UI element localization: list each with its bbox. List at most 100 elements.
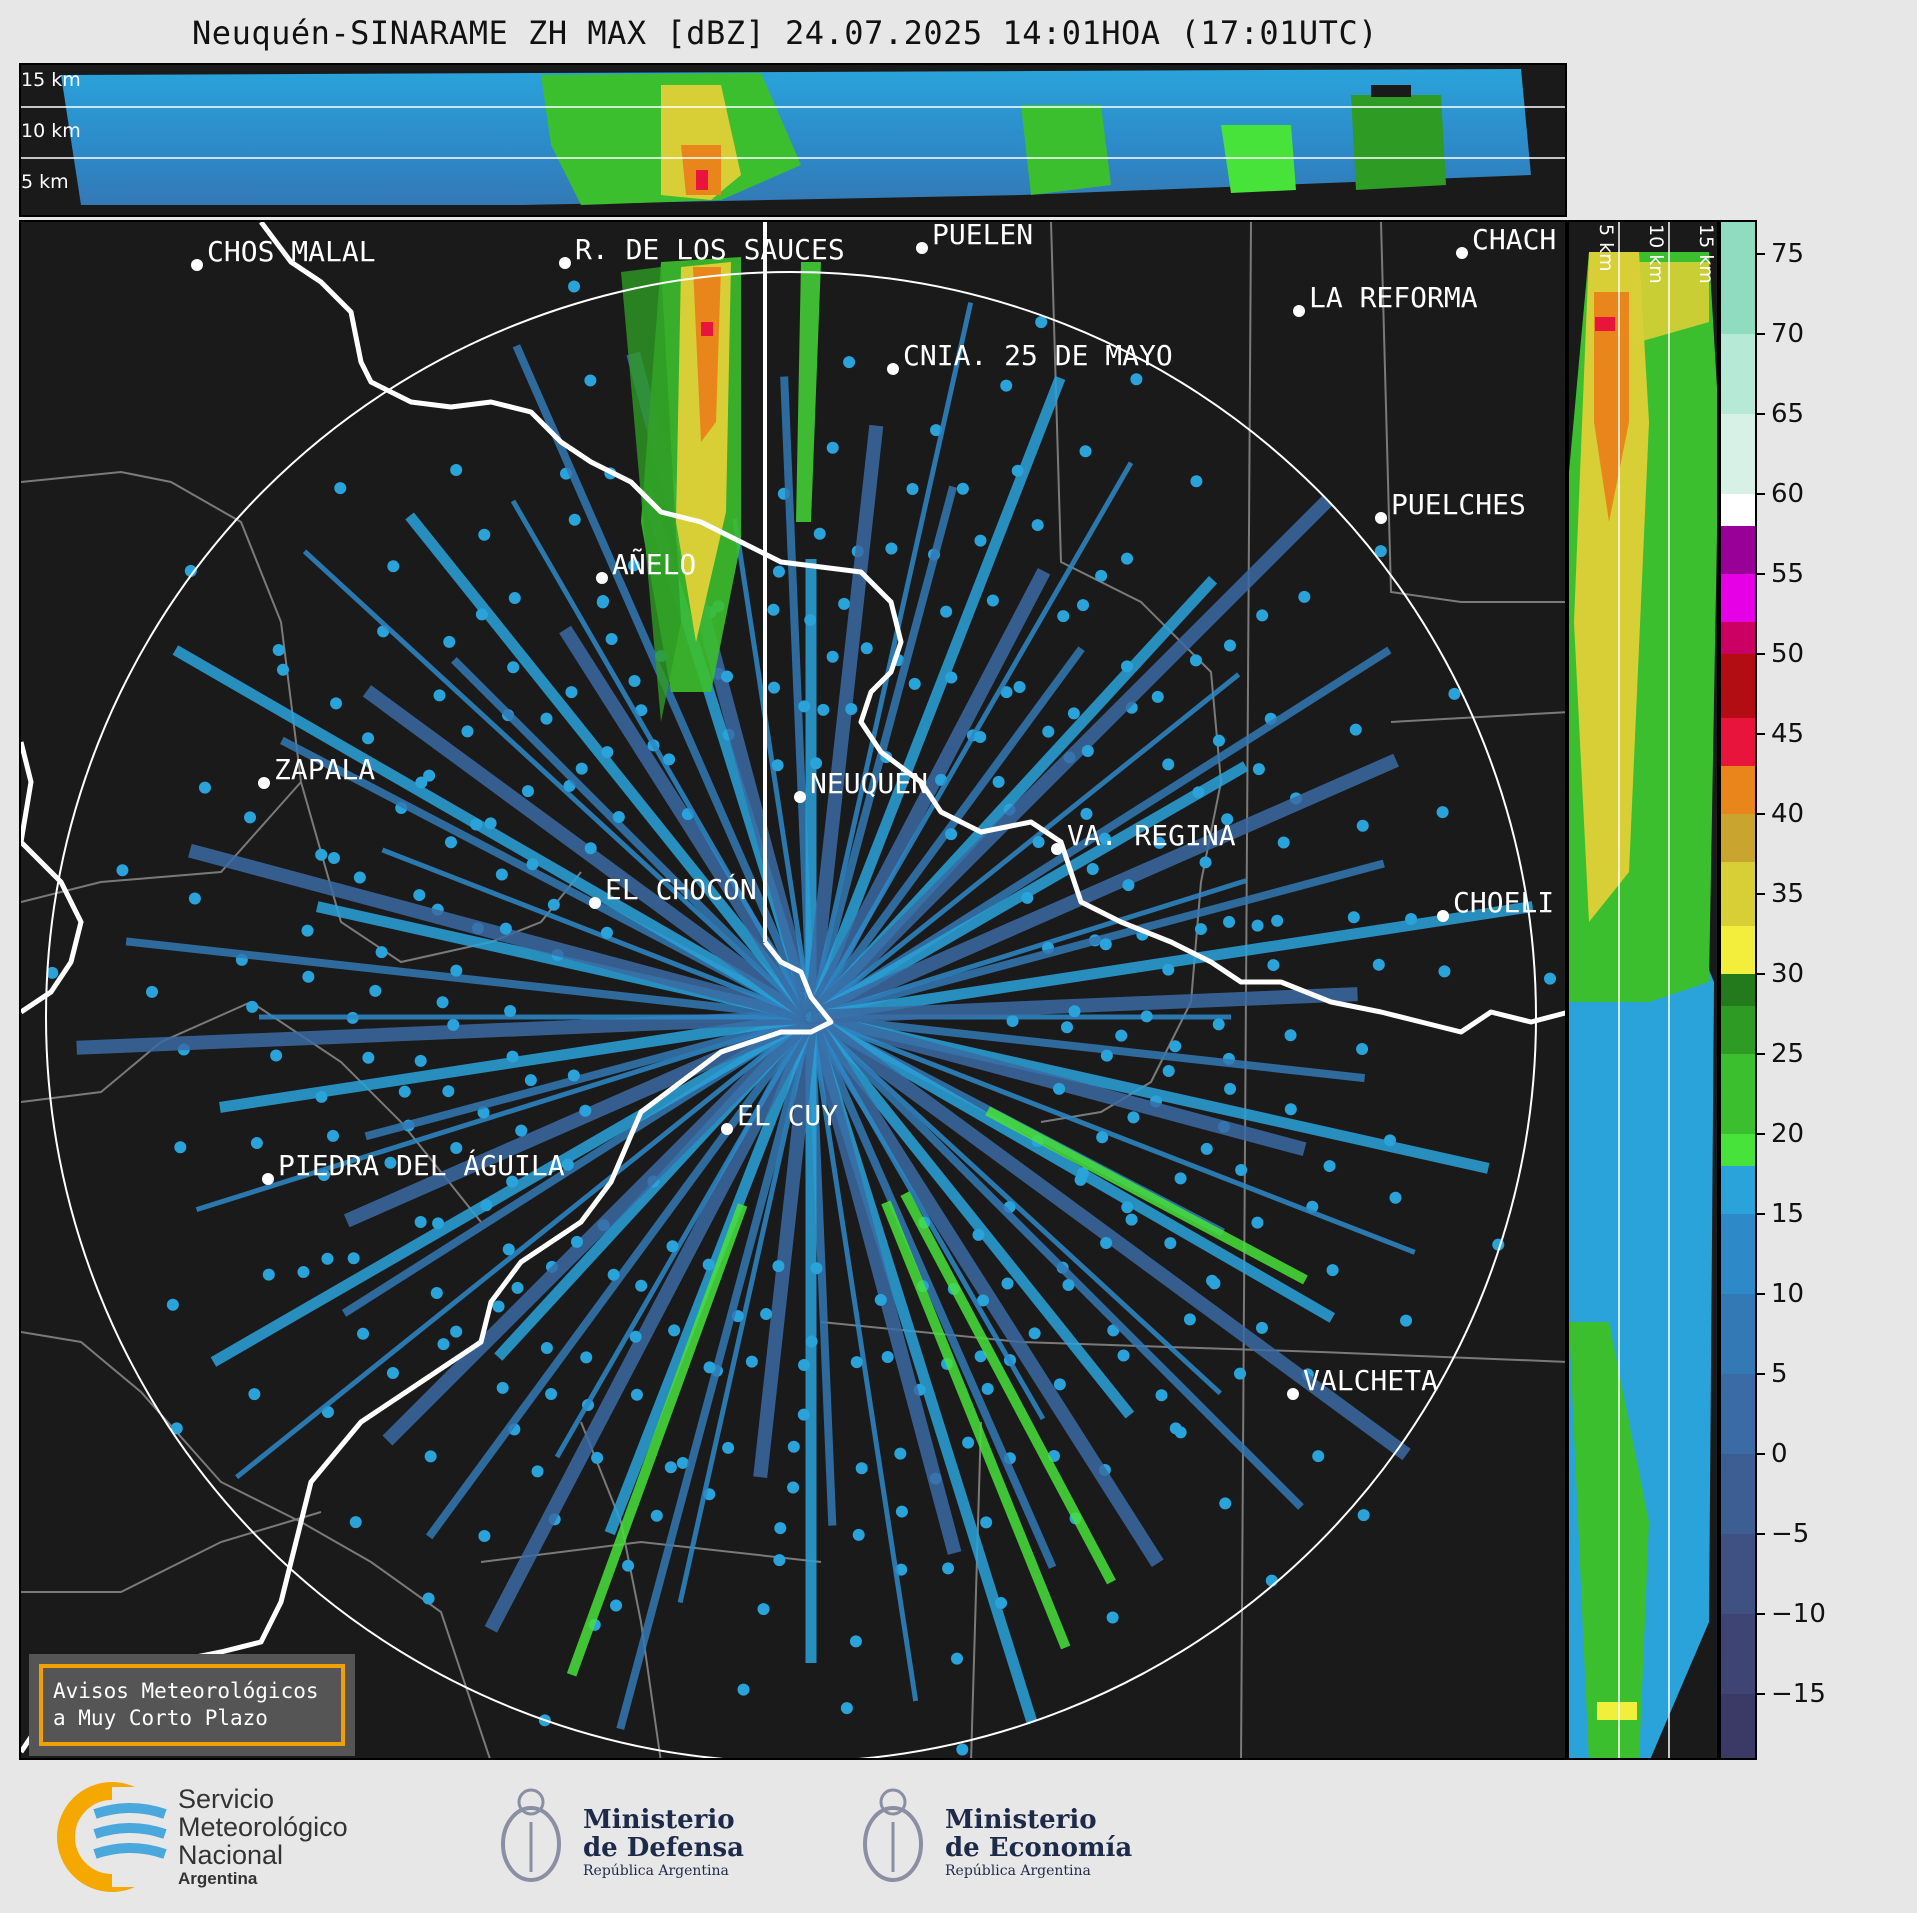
echo-ray: [343, 1010, 814, 1228]
echo-speck: [849, 1635, 862, 1648]
echo-speck: [722, 1441, 735, 1454]
colorbar-tick-label: 55: [1771, 559, 1805, 589]
colorbar-tick-label: 50: [1771, 639, 1805, 669]
colorbar-tick-mark: [1757, 1693, 1765, 1695]
echo-speck: [1068, 1005, 1081, 1018]
top-cross-section-plot: [21, 69, 1565, 215]
echo-speck: [895, 1505, 908, 1518]
echo-speck: [1115, 1029, 1128, 1042]
echo-speck: [1200, 1142, 1213, 1155]
echo-ray: [808, 761, 1249, 1022]
range-ring: [45, 271, 1537, 1758]
echo-speck: [1095, 569, 1108, 582]
colorbar-tick-label: 45: [1771, 719, 1805, 749]
echo-speck: [1000, 686, 1013, 699]
city-marker: [596, 572, 608, 584]
echo-ray: [810, 1014, 1416, 1255]
echo-speck: [508, 592, 521, 605]
echo-speck: [850, 1356, 863, 1369]
echo-speck: [515, 1124, 528, 1137]
colorbar-tick-label: 65: [1771, 399, 1805, 429]
echo-ray: [219, 1011, 812, 1113]
echo-speck: [627, 559, 640, 572]
echo-ray: [604, 1015, 817, 1536]
echo-speck: [630, 1388, 643, 1401]
echo-speck: [843, 356, 856, 369]
echo-speck: [246, 1000, 259, 1013]
colorbar-tick-mark: [1757, 973, 1765, 975]
echo-speck: [166, 1298, 179, 1311]
echo-speck: [612, 810, 625, 823]
echo-speck: [1125, 1213, 1138, 1226]
echo-speck: [974, 1350, 987, 1363]
echo-speck: [326, 1129, 339, 1142]
colorbar-tick-mark: [1757, 1053, 1765, 1055]
altitude-label-15km: 15 km: [21, 69, 81, 91]
colorbar-segment-2: [1721, 1534, 1755, 1614]
echo-speck: [433, 689, 446, 702]
side-cross-section-plot: [1569, 222, 1717, 1758]
echo-speck: [771, 759, 784, 772]
echo-speck: [1164, 1237, 1177, 1250]
echo-speck: [1100, 1049, 1113, 1062]
colorbar-segment-3: [1721, 1454, 1755, 1534]
echo-ray: [510, 499, 814, 1019]
province-borders: [21, 222, 1565, 1758]
echo-speck: [1013, 680, 1026, 693]
echo-speck: [1347, 911, 1360, 924]
echo-speck: [940, 605, 953, 618]
echo-ray: [235, 1015, 813, 1480]
echo-speck: [1162, 758, 1175, 771]
echo-speck: [369, 984, 382, 997]
echo-speck: [495, 868, 508, 881]
echo-speck: [568, 280, 581, 293]
colorbar-tick-label: −15: [1771, 1679, 1826, 1709]
echo-speck: [545, 1388, 558, 1401]
echo-speck: [492, 1300, 505, 1313]
echo-speck: [1081, 745, 1094, 758]
echo-ray: [195, 1014, 812, 1212]
economia-line-2: de Economía: [945, 1833, 1133, 1863]
echo-speck: [635, 1279, 648, 1292]
smn-line-1: Servicio: [178, 1784, 275, 1814]
colorbar-tick-label: 30: [1771, 959, 1805, 989]
echo-speck: [362, 1051, 375, 1064]
echo-speck: [980, 1516, 993, 1529]
echo-ray: [76, 1010, 812, 1055]
echo-speck: [838, 597, 851, 610]
colorbar-tick-mark: [1757, 813, 1765, 815]
echo-speck: [826, 441, 839, 454]
echo-speck: [1448, 687, 1461, 700]
echo-ray: [804, 424, 884, 1018]
echo-speck: [605, 633, 618, 646]
echo-speck: [1374, 545, 1387, 558]
echo-ray: [616, 1015, 815, 1730]
echo-speck: [270, 1049, 283, 1062]
echo-speck: [1212, 734, 1225, 747]
echo-speck: [499, 922, 512, 935]
altitude-label-5km: 5 km: [21, 171, 69, 193]
notice-line-1: Avisos Meteorológicos: [53, 1679, 319, 1703]
echo-speck: [386, 1367, 399, 1380]
echo-ray-green: [566, 1203, 748, 1677]
echo-speck: [478, 1529, 491, 1542]
echo-ray: [808, 753, 1399, 1024]
echo-speck: [1174, 1172, 1187, 1185]
city-label: PUELCHES: [1391, 488, 1526, 521]
echo-speck: [568, 513, 581, 526]
echo-speck: [1233, 1367, 1246, 1380]
echo-speck: [450, 1141, 463, 1154]
echo-speck: [1199, 856, 1212, 869]
echo-speck: [601, 746, 614, 759]
echo-ray: [364, 1013, 813, 1141]
echo-speck: [1284, 1103, 1297, 1116]
echo-speck: [1544, 972, 1557, 985]
echo-ray: [810, 901, 1534, 1023]
smn-line-3: Nacional: [178, 1840, 284, 1870]
radar-map: CHOS MALAL R. DE LOS SAUCES PUELÉN CHACH LA …: [19, 220, 1567, 1760]
echo-speck: [1053, 1082, 1066, 1095]
defensa-coat-of-arms-icon: [501, 1788, 561, 1882]
echo-speck: [666, 1240, 679, 1253]
echo-speck: [745, 1355, 758, 1368]
colorbar: [1719, 220, 1757, 1760]
